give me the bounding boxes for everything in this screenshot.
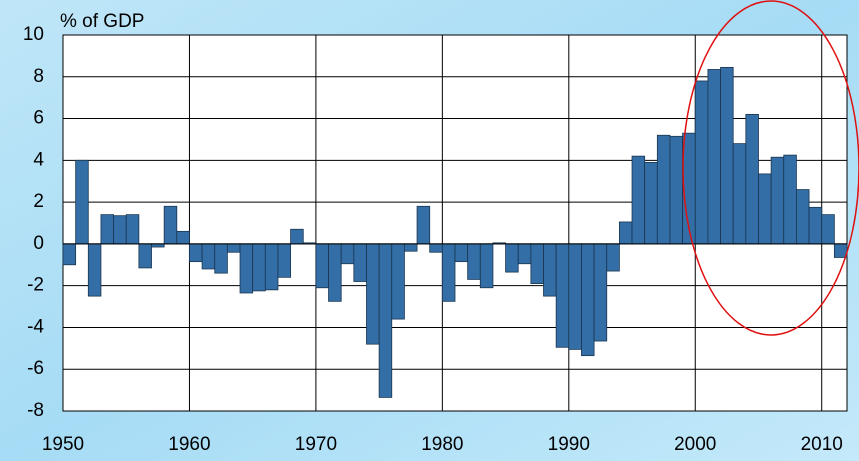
bar: [264, 243, 279, 291]
bar: [694, 80, 709, 245]
bar: [340, 243, 355, 265]
x-tick-label: 2000: [674, 434, 716, 455]
bar: [606, 243, 620, 272]
bar: [176, 230, 190, 245]
bar: [581, 243, 595, 357]
bar: [530, 243, 544, 284]
bar: [821, 214, 835, 245]
x-tick-label: 1960: [168, 434, 210, 455]
bar: [353, 243, 367, 282]
bar: [125, 214, 140, 245]
bar: [707, 69, 721, 245]
bar: [138, 243, 152, 269]
bar: [87, 243, 102, 297]
bar: [75, 159, 89, 245]
bar: [543, 243, 557, 297]
x-tick-label: 2010: [801, 434, 843, 455]
bar: [669, 135, 684, 245]
bar: [226, 243, 241, 253]
y-tick-label: 0: [33, 233, 44, 254]
bar: [441, 243, 456, 302]
bar: [416, 205, 431, 245]
bar: [252, 243, 266, 292]
bar: [783, 154, 797, 245]
bar: [163, 205, 178, 245]
y-tick-label: 10: [23, 24, 44, 45]
y-axis-label: % of GDP: [60, 11, 144, 32]
bar: [745, 113, 759, 245]
bar: [593, 243, 608, 342]
bar: [758, 173, 772, 245]
x-tick-label: 1950: [42, 434, 84, 455]
bar: [277, 243, 292, 278]
bar: [770, 156, 785, 245]
y-tick-label: -8: [27, 400, 44, 421]
bar: [100, 214, 114, 245]
bar: [328, 243, 342, 302]
bar: [404, 243, 418, 252]
bar: [366, 243, 380, 345]
bar: [517, 243, 532, 265]
y-tick-label: -6: [27, 358, 44, 379]
bar: [568, 243, 582, 350]
bar: [555, 243, 570, 348]
bar: [454, 243, 469, 263]
bar: [290, 228, 304, 245]
y-tick-label: 4: [33, 149, 44, 170]
bar: [378, 243, 393, 398]
bar: [467, 243, 481, 280]
bar: [62, 243, 77, 266]
bar: [479, 243, 494, 289]
highlight-ellipse: [682, 0, 859, 336]
bar: [239, 243, 254, 294]
bar: [720, 66, 734, 245]
x-tick-label: 1980: [421, 434, 463, 455]
y-tick-label: 6: [33, 108, 44, 129]
y-tick-label: 8: [33, 66, 44, 87]
bar: [214, 243, 228, 274]
bar: [618, 221, 633, 245]
bar: [201, 243, 216, 270]
bar: [113, 215, 127, 245]
bar: [732, 143, 747, 245]
bar: [315, 243, 329, 289]
bar: [429, 243, 443, 253]
bar: [656, 134, 671, 245]
bar: [808, 206, 823, 245]
y-tick-label: 2: [33, 191, 44, 212]
y-tick-label: -2: [27, 275, 44, 296]
bar: [391, 243, 405, 320]
bar: [796, 189, 810, 245]
bar: [833, 243, 848, 258]
bar: [189, 243, 203, 263]
x-tick-label: 1990: [548, 434, 590, 455]
bar: [505, 243, 519, 273]
bar: [644, 162, 658, 245]
x-tick-label: 1970: [295, 434, 337, 455]
bar: [631, 155, 646, 245]
y-tick-label: -4: [27, 316, 44, 337]
